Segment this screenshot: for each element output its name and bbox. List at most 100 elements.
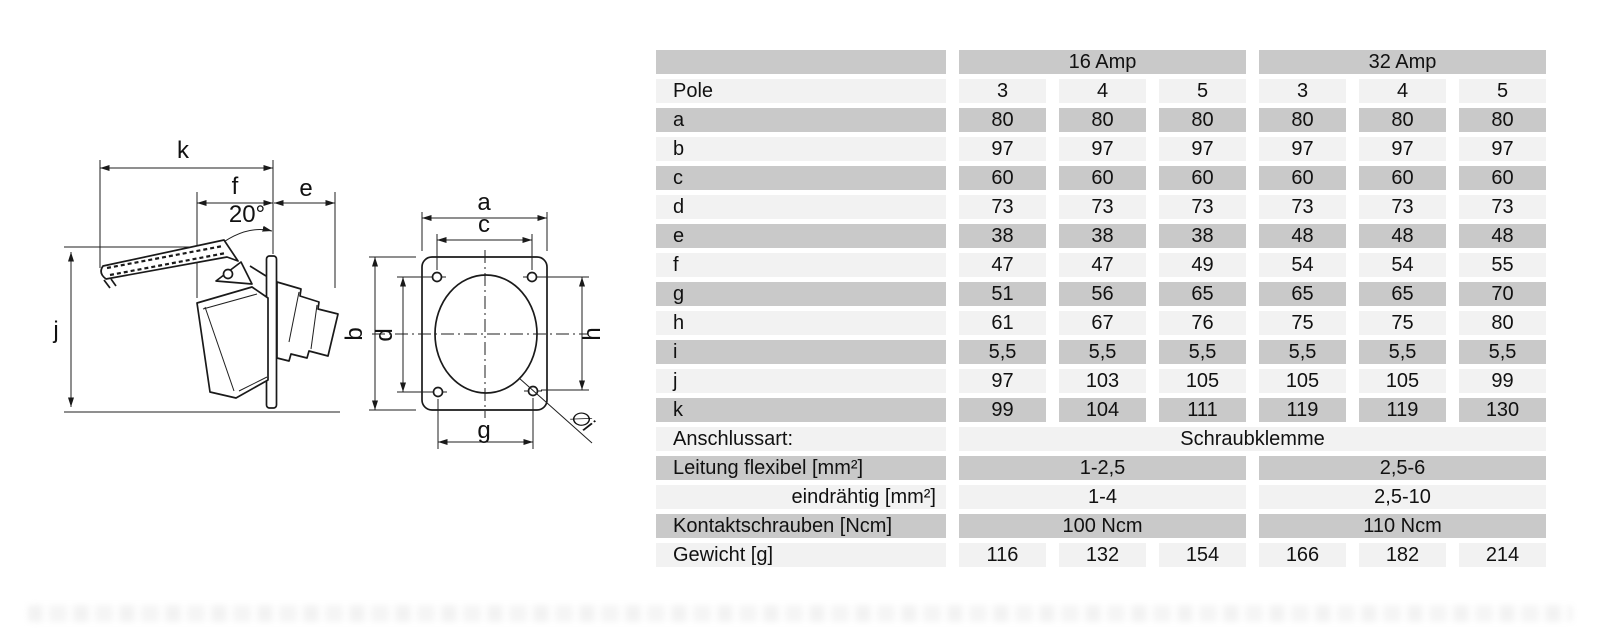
col-group-16amp: 16 Amp	[959, 50, 1246, 74]
pole-value: 4	[1359, 79, 1446, 103]
row-label-pole: Pole	[656, 79, 946, 103]
dim-value: 5,5	[959, 340, 1046, 364]
dim-value: 49	[1159, 253, 1246, 277]
row-label-gewicht: Gewicht [g]	[656, 543, 946, 567]
dim-value: 97	[1459, 137, 1546, 161]
dim-value: 65	[1159, 282, 1246, 306]
dim-value: 73	[1059, 195, 1146, 219]
dim-value: 119	[1259, 398, 1346, 422]
row-label-spec: eindrähtig [mm²]	[656, 485, 946, 509]
table-corner-cell	[656, 50, 946, 74]
col-group-32amp: 32 Amp	[1259, 50, 1546, 74]
row-label-dim: j	[656, 369, 946, 393]
front-view-drawing: a c b d h g ∅i	[341, 189, 606, 449]
dim-value: 56	[1059, 282, 1146, 306]
dim-value: 5,5	[1159, 340, 1246, 364]
spec-value-16amp: 100 Ncm	[959, 514, 1246, 538]
dim-value: 97	[959, 137, 1046, 161]
pole-value: 3	[1259, 79, 1346, 103]
dim-value: 80	[1359, 108, 1446, 132]
row-label-dim: c	[656, 166, 946, 190]
row-label-dim: b	[656, 137, 946, 161]
socket-opening	[434, 274, 538, 394]
dim-label-angle: 20°	[229, 201, 265, 228]
dim-value: 61	[959, 311, 1046, 335]
dim-value: 60	[959, 166, 1046, 190]
dim-value: 60	[1459, 166, 1546, 190]
pole-value: 5	[1159, 79, 1246, 103]
dim-value: 67	[1059, 311, 1146, 335]
dim-value: 54	[1259, 253, 1346, 277]
dim-value: 97	[959, 369, 1046, 393]
dim-value: 60	[1259, 166, 1346, 190]
rear-housing	[276, 281, 339, 362]
dim-value: 60	[1159, 166, 1246, 190]
dim-value: 51	[959, 282, 1046, 306]
row-label-spec: Leitung flexibel [mm²]	[656, 456, 946, 480]
dim-value: 65	[1359, 282, 1446, 306]
side-view-drawing: k f e 20° j	[52, 137, 340, 413]
dim-value: 80	[1059, 108, 1146, 132]
dim-label-j: j	[52, 317, 58, 344]
dim-value: 99	[1459, 369, 1546, 393]
dim-value: 80	[1459, 108, 1546, 132]
dim-value: 5,5	[1459, 340, 1546, 364]
dim-value: 80	[1159, 108, 1246, 132]
blurred-footer-text	[28, 605, 1573, 622]
dim-value: 99	[959, 398, 1046, 422]
dim-value: 75	[1259, 311, 1346, 335]
dim-label-f: f	[232, 173, 239, 200]
dim-value: 97	[1359, 137, 1446, 161]
spec-value-32amp: 110 Ncm	[1259, 514, 1546, 538]
dim-value: 97	[1259, 137, 1346, 161]
dim-value: 38	[1059, 224, 1146, 248]
dim-label-k: k	[177, 137, 190, 164]
dim-label-e: e	[299, 175, 312, 202]
dim-value: 75	[1359, 311, 1446, 335]
row-label-dim: d	[656, 195, 946, 219]
row-label-dim: h	[656, 311, 946, 335]
dim-value: 73	[1359, 195, 1446, 219]
dim-value: 111	[1159, 398, 1246, 422]
dim-label-h: h	[579, 327, 606, 340]
dim-label-g: g	[477, 417, 490, 444]
dim-value: 5,5	[1359, 340, 1446, 364]
hinge-pin	[222, 268, 234, 280]
row-label-dim: a	[656, 108, 946, 132]
dim-label-d: d	[371, 328, 398, 341]
dim-value: 80	[959, 108, 1046, 132]
dim-value: 105	[1359, 369, 1446, 393]
row-label-spec: Kontaktschrauben [Ncm]	[656, 514, 946, 538]
dim-value: 48	[1459, 224, 1546, 248]
dim-value: 48	[1359, 224, 1446, 248]
dim-value: 60	[1059, 166, 1146, 190]
dim-value: 105	[1259, 369, 1346, 393]
dim-value: 55	[1459, 253, 1546, 277]
dim-value: 5,5	[1259, 340, 1346, 364]
dim-value: 80	[1259, 108, 1346, 132]
dim-label-c: c	[478, 211, 490, 238]
pole-value: 4	[1059, 79, 1146, 103]
dim-value: 5,5	[1059, 340, 1146, 364]
dim-value: 119	[1359, 398, 1446, 422]
row-label-anschlussart: Anschlussart:	[656, 427, 946, 451]
dim-value: 73	[1159, 195, 1246, 219]
row-label-dim: k	[656, 398, 946, 422]
dim-value: 60	[1359, 166, 1446, 190]
pole-value: 5	[1459, 79, 1546, 103]
hinge-bracket	[215, 261, 253, 285]
row-label-dim: e	[656, 224, 946, 248]
technical-drawing: k f e 20° j	[52, 137, 606, 449]
dim-value: 48	[1259, 224, 1346, 248]
weight-value: 154	[1159, 543, 1246, 567]
pole-value: 3	[959, 79, 1046, 103]
weight-value: 182	[1359, 543, 1446, 567]
dim-value: 130	[1459, 398, 1546, 422]
row-label-dim: g	[656, 282, 946, 306]
dim-value: 73	[959, 195, 1046, 219]
dim-value: 97	[1059, 137, 1146, 161]
dim-label-diameter: ∅i	[565, 404, 598, 437]
weight-value: 166	[1259, 543, 1346, 567]
dimension-table: 16 Amp 32 Amp Pole 3 4 5 3 4 5 a 80 80 80 80 80 80 b 97 97…	[656, 50, 1546, 567]
